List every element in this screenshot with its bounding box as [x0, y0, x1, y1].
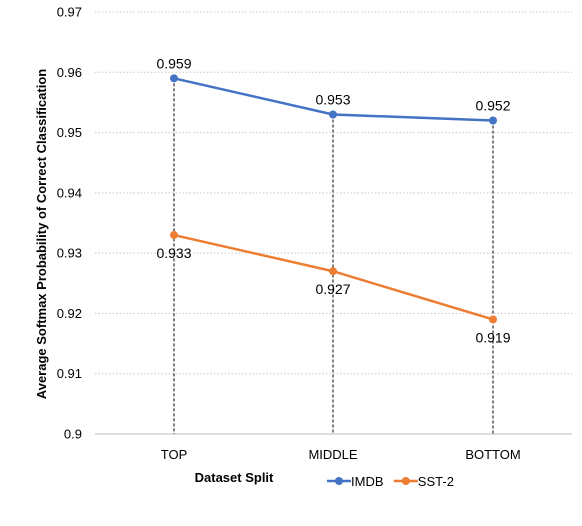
series-group: 0.959 0.953 0.952 0.933 0.927 0.919 — [156, 55, 510, 345]
y-axis-title: Average Softmax Probability of Correct C… — [34, 69, 49, 399]
y-tick-label: 0.96 — [57, 65, 82, 80]
data-label: 0.927 — [315, 281, 350, 297]
legend-marker — [401, 477, 410, 485]
data-label: 0.959 — [156, 55, 191, 71]
data-label: 0.952 — [475, 98, 510, 114]
data-point — [329, 110, 337, 119]
series-imdb: 0.959 0.953 0.952 — [156, 55, 511, 125]
legend-item: IMDB — [327, 474, 384, 489]
y-tick-label: 0.97 — [57, 5, 82, 20]
y-axis-ticks: 0.9 0.91 0.92 0.93 0.94 0.95 0.96 0.97 — [57, 5, 82, 442]
data-point — [170, 74, 178, 83]
data-label: 0.953 — [315, 91, 350, 107]
y-tick-label: 0.9 — [64, 427, 82, 442]
y-tick-label: 0.93 — [57, 246, 82, 261]
legend-label: IMDB — [351, 474, 384, 489]
x-axis-ticks: TOP MIDDLE BOTTOM — [161, 447, 521, 462]
data-label: 0.933 — [156, 245, 191, 261]
gridlines — [95, 11, 572, 435]
data-point — [170, 231, 178, 240]
drop-lines — [173, 78, 494, 434]
y-tick-label: 0.94 — [57, 185, 82, 200]
data-point — [329, 267, 337, 276]
data-point — [489, 116, 497, 125]
data-label: 0.919 — [475, 329, 510, 345]
y-tick-label: 0.91 — [57, 366, 82, 381]
x-tick-label: BOTTOM — [465, 447, 520, 462]
legend: IMDB SST-2 — [327, 474, 454, 489]
y-tick-label: 0.95 — [57, 125, 82, 140]
legend-marker — [335, 477, 343, 485]
legend-label: SST-2 — [418, 474, 454, 489]
series-sst-2: 0.933 0.927 0.919 — [156, 231, 511, 345]
x-tick-label: MIDDLE — [308, 447, 357, 462]
x-tick-label: TOP — [161, 447, 188, 462]
y-tick-label: 0.92 — [57, 306, 82, 321]
data-point — [489, 315, 497, 324]
legend-item: SST-2 — [393, 474, 454, 489]
x-axis-title: Dataset Split — [195, 470, 274, 485]
